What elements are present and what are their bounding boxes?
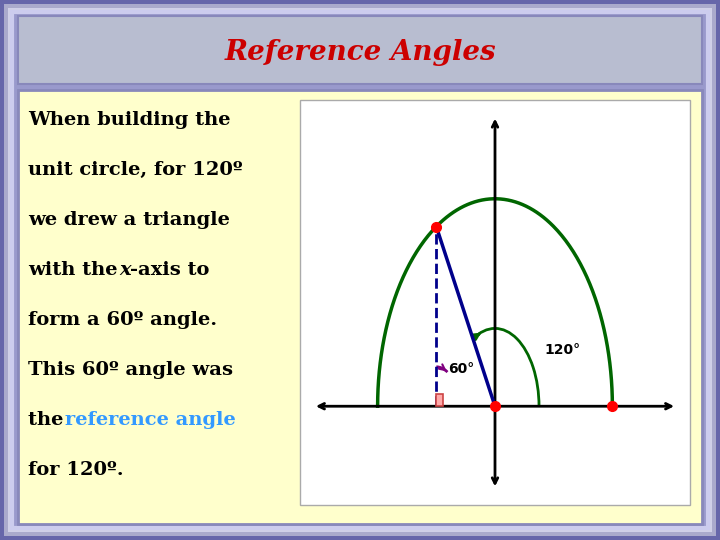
Text: 60°: 60° — [448, 362, 474, 376]
Text: When building the: When building the — [28, 111, 230, 129]
Text: reference angle: reference angle — [65, 411, 235, 429]
Text: unit circle, for 120º: unit circle, for 120º — [28, 161, 243, 179]
Bar — [436, 394, 444, 406]
Text: with the: with the — [28, 261, 125, 279]
Bar — [18, 90, 702, 524]
Text: x: x — [119, 261, 130, 279]
Text: the: the — [28, 411, 70, 429]
Text: we drew a triangle: we drew a triangle — [28, 211, 230, 229]
Bar — [18, 16, 702, 84]
Text: 120°: 120° — [544, 343, 580, 357]
Text: -axis to: -axis to — [130, 261, 210, 279]
Bar — [300, 100, 690, 505]
Text: Reference Angles: Reference Angles — [224, 38, 496, 65]
Text: for 120º.: for 120º. — [28, 461, 124, 479]
Text: This 60º angle was: This 60º angle was — [28, 361, 233, 379]
Text: form a 60º angle.: form a 60º angle. — [28, 311, 217, 329]
